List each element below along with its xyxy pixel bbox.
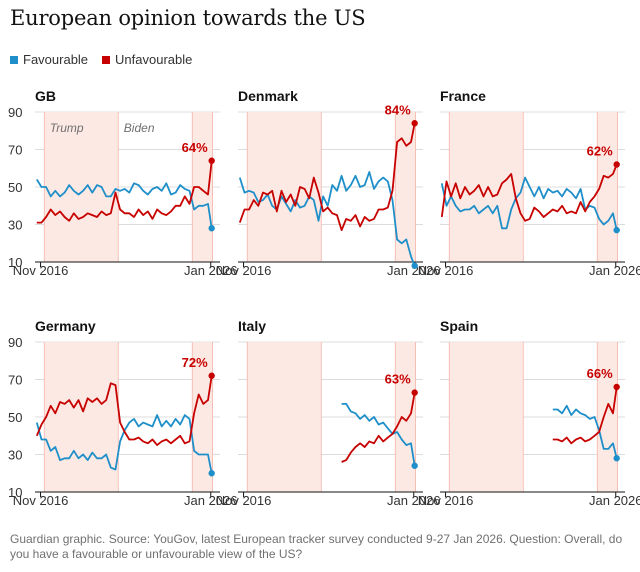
series-end-point-unfavourable (613, 161, 620, 168)
series-line-favourable (341, 402, 416, 466)
trump-period-shading (449, 112, 524, 262)
series-end-point-favourable (613, 226, 620, 234)
footnote: Guardian graphic. Source: YouGov, latest… (10, 532, 623, 561)
period-label-biden: Biden (124, 121, 155, 135)
end-value-label: 84% (385, 102, 411, 117)
end-value-label: 72% (182, 355, 208, 370)
trump-period-shading (247, 112, 322, 262)
legend-swatch-favourable (10, 55, 18, 64)
panel-title: France (440, 88, 486, 104)
series-end-point-favourable (208, 470, 215, 477)
end-value-label: 66% (587, 366, 613, 381)
legend-label-unfavourable: Unfavourable (115, 52, 193, 67)
series-end-point-unfavourable (208, 157, 215, 164)
x-tick-label: Jan 2026 (387, 493, 441, 508)
y-tick-label: 10 (8, 255, 22, 270)
end-value-label: 63% (385, 372, 411, 387)
trump-period-shading (597, 342, 618, 492)
trump-period-shading (449, 342, 524, 492)
y-tick-label: 90 (8, 105, 22, 120)
trump-period-shading (395, 342, 416, 492)
panel-italy: Nov 2016 Jan 2026 Italy 63% (216, 318, 441, 508)
series-line-unfavourable (440, 164, 618, 222)
trump-period-shading (192, 112, 213, 262)
end-value-label: 62% (587, 144, 613, 159)
y-tick-label: 70 (8, 143, 22, 158)
x-tick-label: Nov 2016 (13, 263, 69, 278)
panel-title: Italy (238, 318, 266, 334)
x-tick-label: Nov 2016 (216, 493, 272, 508)
trump-period-shading (395, 112, 416, 262)
legend-item-unfavourable: Unfavourable (102, 52, 192, 67)
trump-period-shading (44, 342, 119, 492)
legend-item-favourable: Favourable (10, 52, 88, 67)
series-line-favourable (36, 179, 213, 229)
series-end-point-favourable (208, 225, 215, 232)
series-end-point-favourable (411, 462, 418, 469)
chart-title: European opinion towards the US (10, 6, 366, 30)
panel-title: GB (35, 88, 56, 104)
trump-period-shading (597, 112, 618, 262)
series-end-point-unfavourable (411, 389, 418, 396)
end-value-label: 64% (182, 140, 208, 155)
series-line-favourable (238, 171, 416, 267)
series-end-point-unfavourable (411, 120, 418, 127)
y-tick-label: 50 (8, 410, 22, 425)
legend-label-favourable: Favourable (23, 52, 89, 67)
trump-period-shading (44, 112, 119, 262)
x-tick-label: Nov 2016 (216, 263, 272, 278)
x-tick-label: Jan 2026 (589, 263, 640, 278)
y-tick-label: 70 (8, 373, 22, 388)
panel-title: Spain (440, 318, 478, 334)
panel-denmark: Nov 2016 Jan 2026 Denmark 84% (216, 88, 441, 278)
panel-title: Denmark (238, 88, 298, 104)
series-line-unfavourable (341, 392, 416, 463)
series-end-point-favourable (411, 262, 418, 269)
y-tick-label: 10 (8, 485, 22, 500)
x-tick-label: Jan 2026 (184, 263, 238, 278)
series-line-unfavourable (238, 123, 416, 232)
series-end-point-favourable (613, 455, 620, 462)
x-tick-label: Nov 2016 (13, 493, 69, 508)
legend: Favourable Unfavourable (10, 52, 206, 67)
y-tick-label: 50 (8, 180, 22, 195)
y-tick-label: 30 (8, 218, 22, 233)
panel-gb: Nov 2016 Jan 2026 Trump Biden GB 64% (13, 88, 238, 278)
series-line-unfavourable (35, 375, 213, 447)
y-tick-label: 90 (8, 335, 22, 350)
series-line-unfavourable (36, 160, 213, 224)
series-end-point-unfavourable (208, 372, 215, 379)
trump-period-shading (247, 342, 322, 492)
x-tick-label: Nov 2016 (418, 493, 474, 508)
series-end-point-unfavourable (613, 383, 620, 391)
series-line-favourable (552, 404, 618, 459)
y-tick-label: 30 (8, 448, 22, 463)
panel-title: Germany (35, 318, 96, 334)
x-tick-label: Jan 2026 (387, 263, 441, 278)
x-tick-label: Jan 2026 (589, 493, 640, 508)
x-tick-label: Nov 2016 (418, 263, 474, 278)
period-label-trump: Trump (50, 121, 84, 135)
series-line-unfavourable (552, 386, 618, 445)
panel-spain: Nov 2016 Jan 2026 Spain 66% (418, 318, 640, 508)
legend-swatch-unfavourable (102, 55, 111, 64)
panel-germany: Nov 2016 Jan 2026 Germany 72% (13, 318, 238, 508)
x-tick-label: Jan 2026 (184, 493, 238, 508)
panel-france: Nov 2016 Jan 2026 France 62% (418, 88, 640, 278)
